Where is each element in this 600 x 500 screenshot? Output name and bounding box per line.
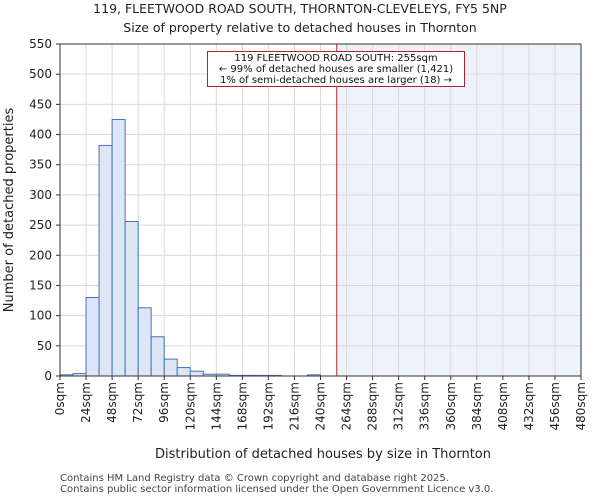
histogram-bar [176, 367, 191, 377]
y-axis: 0 50 100 150 200 250 300 350 400 450 500 550 [29, 37, 60, 383]
x-tick-label: 336sqm [418, 382, 432, 430]
footer-line-2: Contains public sector information licen… [60, 484, 494, 495]
histogram-bar [189, 370, 204, 377]
highlight-region [336, 44, 581, 376]
y-axis-label: Number of detached properties [2, 108, 17, 313]
x-tick-label: 480sqm [574, 382, 588, 430]
x-tick-label: 240sqm [314, 382, 328, 430]
annotation-line-1: 119 FLEETWOOD ROAD SOUTH: 255sqm [234, 53, 438, 64]
y-tick-label: 550 [29, 37, 52, 51]
y-tick-label: 100 [29, 309, 52, 323]
x-tick-label: 432sqm [522, 382, 536, 430]
chart-title: 119, FLEETWOOD ROAD SOUTH, THORNTON-CLEV… [93, 1, 507, 16]
x-tick-label: 192sqm [261, 382, 275, 430]
y-tick-label: 50 [37, 339, 52, 353]
y-tick-label: 0 [44, 369, 52, 383]
footer-line-1: Contains HM Land Registry data © Crown c… [60, 473, 449, 484]
y-tick-label: 200 [29, 248, 52, 262]
x-tick-label: 384sqm [470, 382, 484, 430]
x-tick-label: 312sqm [392, 382, 406, 430]
x-tick-label: 288sqm [366, 382, 380, 430]
x-tick-label: 408sqm [496, 382, 510, 430]
x-axis: 0sqm 24sqm 48sqm 72sqm 96sqm 120sqm 144sqm 168s… [53, 376, 588, 430]
x-tick-label: 168sqm [235, 382, 249, 430]
x-tick-label: 0sqm [53, 382, 67, 415]
annotation-line-3: 1% of semi-detached houses are larger (1… [219, 75, 453, 86]
y-tick-label: 150 [29, 278, 52, 292]
x-tick-label: 120sqm [183, 382, 197, 430]
x-tick-label: 72sqm [131, 382, 145, 423]
x-tick-label: 96sqm [157, 382, 171, 423]
y-tick-label: 350 [29, 158, 52, 172]
y-tick-label: 300 [29, 188, 52, 202]
x-tick-label: 264sqm [340, 382, 354, 430]
histogram-bar [85, 297, 100, 377]
x-tick-label: 48sqm [105, 382, 119, 423]
x-tick-label: 456sqm [548, 382, 562, 430]
histogram-bar [111, 118, 126, 377]
bar-layer [59, 118, 322, 377]
y-tick-label: 450 [29, 97, 52, 111]
x-tick-label: 216sqm [287, 382, 301, 430]
x-tick-label: 144sqm [209, 382, 223, 430]
y-tick-label: 500 [29, 67, 52, 81]
histogram-bar [163, 358, 178, 377]
highlight-layer [336, 44, 581, 376]
x-tick-label: 360sqm [444, 382, 458, 430]
histogram-bar [137, 307, 152, 377]
x-axis-label: Distribution of detached houses by size … [155, 447, 491, 462]
histogram-bar [98, 144, 113, 377]
property-annotation: 119 FLEETWOOD ROAD SOUTH: 255sqm ← 99% o… [207, 51, 465, 87]
histogram-bar [124, 220, 139, 377]
chart-subtitle: Size of property relative to detached ho… [123, 20, 476, 35]
histogram-bar [150, 336, 165, 377]
y-tick-label: 400 [29, 128, 52, 142]
annotation-line-2: ← 99% of detached houses are smaller (1,… [218, 64, 454, 75]
y-tick-label: 250 [29, 218, 52, 232]
x-tick-label: 24sqm [79, 382, 93, 423]
